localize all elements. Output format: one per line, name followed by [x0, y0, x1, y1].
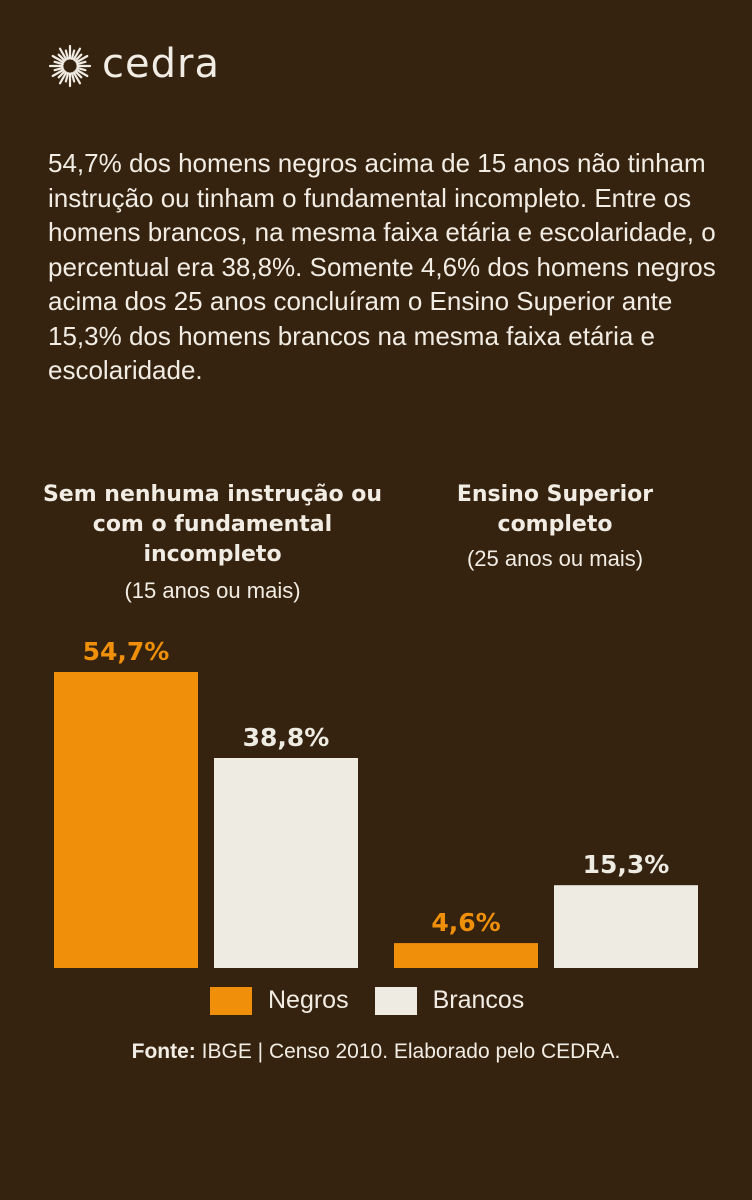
brand-name: cedra	[102, 41, 220, 87]
legend-label-negros: Negros	[268, 986, 349, 1014]
brand-logo: cedra	[48, 44, 220, 88]
legend-label-brancos: Brancos	[432, 986, 525, 1014]
group-subtitle-sem-instrucao: (15 anos ou mais)	[124, 578, 301, 603]
sun-ray	[53, 60, 64, 66]
sun-ray	[51, 54, 65, 64]
group-title-ensino-superior: Ensino Superior completo	[456, 482, 654, 537]
sun-ray	[76, 60, 87, 66]
sun-ray	[64, 72, 70, 83]
source-text: IBGE | Censo 2010. Elaborado pelo CEDRA.	[195, 1040, 621, 1063]
data-label-brancos-sem-instrucao: 38,8%	[243, 723, 330, 752]
intro-paragraph: 54,7% dos homens negros acima de 15 anos…	[48, 148, 716, 385]
bar-negros-sem-instrucao	[54, 672, 198, 968]
sun-ray	[75, 68, 89, 78]
sun-ray	[72, 71, 82, 85]
sun-ray	[58, 71, 68, 85]
legend-item-brancos: Brancos	[374, 986, 525, 1015]
sun-ray	[70, 72, 76, 83]
sun-ray	[75, 54, 89, 64]
bar-brancos-ensino-superior	[554, 885, 698, 968]
bar-negros-ensino-superior	[394, 943, 538, 968]
sun-burst-icon	[48, 44, 92, 88]
legend-swatch-negros	[210, 986, 252, 1015]
data-label-negros-ensino-superior: 4,6%	[431, 908, 500, 937]
sun-ray	[57, 70, 66, 79]
sun-ray	[51, 68, 65, 78]
sun-ray	[72, 47, 82, 61]
group-title-sem-instrucao: Sem nenhuma instrução ou com o fundament…	[42, 482, 383, 567]
chart-legend: Negros Brancos	[210, 986, 524, 1015]
sun-ray	[74, 70, 83, 79]
group-subtitle-ensino-superior: (25 anos ou mais)	[466, 546, 644, 571]
legend-swatch-brancos	[374, 986, 417, 1015]
bar-brancos-sem-instrucao	[214, 758, 358, 968]
legend-item-negros: Negros	[210, 986, 349, 1015]
source-prefix: Fonte:	[131, 1040, 196, 1063]
sun-ray	[58, 47, 68, 61]
data-label-brancos-ensino-superior: 15,3%	[583, 850, 670, 879]
sun-ray	[53, 66, 64, 72]
sun-ray	[70, 49, 76, 60]
source-note: Fonte: IBGE | Censo 2010. Elaborado pelo…	[0, 1040, 752, 1064]
sun-ray	[57, 53, 66, 62]
bar-chart: 54,7% 38,8% 4,6% 15,3%	[54, 637, 698, 968]
sun-ray	[76, 66, 87, 72]
sun-ray	[64, 49, 70, 60]
sun-ray	[74, 53, 83, 62]
data-label-negros-sem-instrucao: 54,7%	[83, 637, 170, 666]
